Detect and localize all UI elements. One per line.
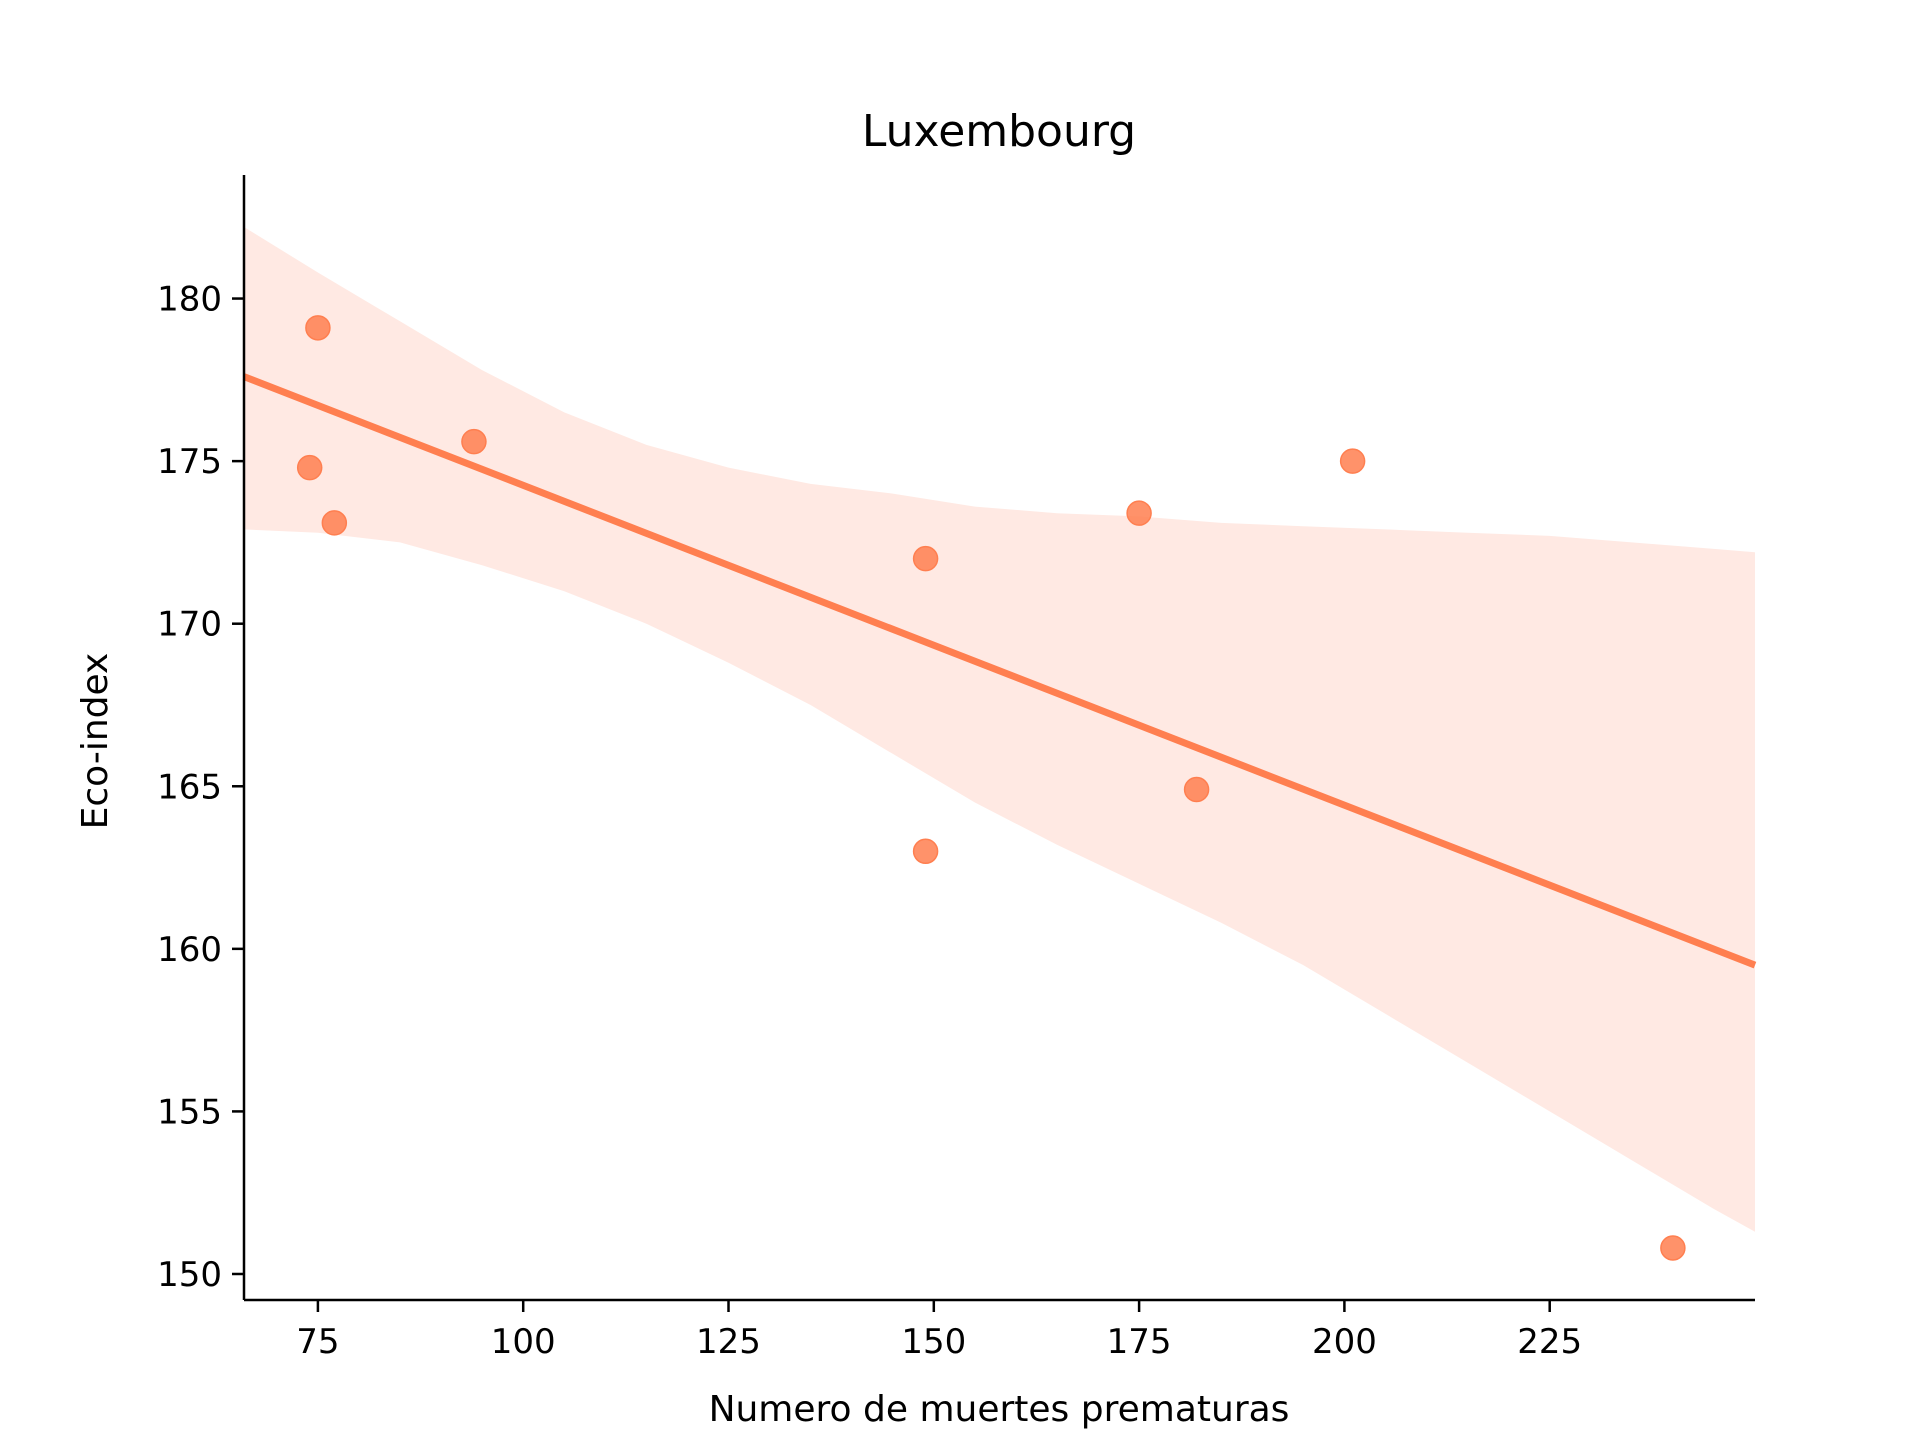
x-tick-label: 100: [491, 1322, 556, 1362]
confidence-band: [244, 227, 1755, 1232]
y-tick-label: 160: [157, 930, 222, 970]
data-point: [321, 510, 348, 536]
chart-title: Luxembourg: [862, 106, 1136, 157]
x-tick-label: 200: [1312, 1322, 1377, 1362]
y-tick-label: 180: [157, 280, 222, 320]
data-point: [305, 315, 331, 341]
x-tick-label: 175: [1107, 1322, 1172, 1362]
data-point: [1339, 448, 1366, 474]
data-point: [461, 428, 487, 455]
data-point: [1126, 500, 1152, 526]
y-tick-label: 165: [157, 767, 222, 807]
data-point: [296, 454, 323, 481]
x-tick-label: 75: [296, 1322, 339, 1362]
data-point: [912, 838, 939, 865]
y-axis-label: Eco-index: [75, 653, 116, 830]
x-tick-label: 225: [1517, 1322, 1582, 1362]
x-tick-label: 150: [901, 1322, 966, 1362]
data-point: [1660, 1235, 1686, 1261]
y-tick-label: 155: [157, 1092, 222, 1132]
y-tick-label: 170: [157, 605, 222, 645]
plot-area: [242, 227, 1757, 1261]
axis-ticks: 75 100 125 150 175 200 225 150 155 160 165 170 175 18…: [157, 280, 1582, 1362]
y-tick-label: 150: [157, 1255, 222, 1295]
regression-line: [242, 373, 1757, 969]
x-axis-label: Numero de muertes prematuras: [709, 1389, 1290, 1430]
y-tick-label: 175: [157, 442, 222, 482]
data-point: [912, 545, 939, 572]
data-point: [1183, 776, 1210, 803]
x-tick-label: 125: [696, 1322, 761, 1362]
